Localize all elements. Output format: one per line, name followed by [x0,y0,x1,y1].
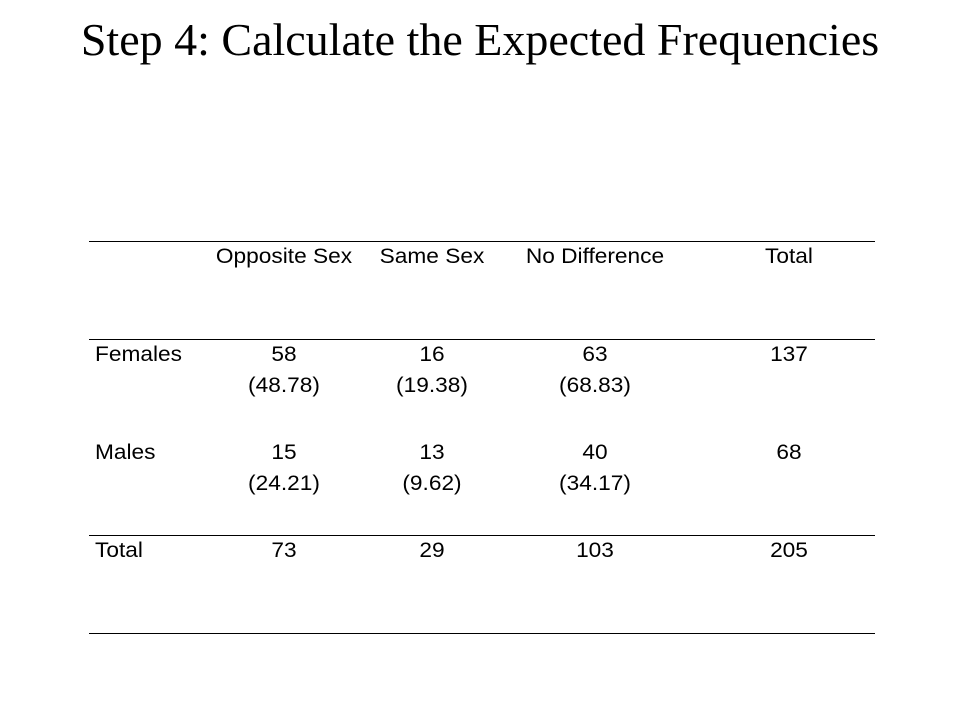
header-same-sex: Same Sex [379,245,485,268]
table-header-rule [89,339,875,340]
row-label-total: Total [95,539,143,562]
header-no-difference: No Difference [525,245,665,268]
table-top-rule [89,241,875,242]
males-no-difference-observed: 40 [582,441,608,464]
males-total: 68 [776,441,802,464]
males-same-sex-expected: (9.62) [402,472,462,495]
slide-title: Step 4: Calculate the Expected Frequenci… [80,14,880,65]
grand-total: 205 [770,539,808,562]
total-same-sex: 29 [419,539,445,562]
females-no-difference-observed: 63 [582,343,608,366]
males-opposite-sex-expected: (24.21) [248,472,320,495]
header-total: Total [765,245,813,268]
table-total-rule [89,535,875,536]
females-opposite-sex-expected: (48.78) [248,374,320,397]
males-no-difference-expected: (34.17) [559,472,631,495]
males-opposite-sex-observed: 15 [271,441,297,464]
females-same-sex-observed: 16 [419,343,445,366]
row-label-males: Males [95,441,156,464]
row-label-females: Females [95,343,182,366]
header-opposite-sex: Opposite Sex [215,245,353,268]
females-same-sex-expected: (19.38) [396,374,468,397]
total-no-difference: 103 [576,539,614,562]
table-bottom-rule [89,633,875,634]
females-opposite-sex-observed: 58 [271,343,297,366]
males-same-sex-observed: 13 [419,441,445,464]
total-opposite-sex: 73 [271,539,297,562]
females-total: 137 [770,343,808,366]
females-no-difference-expected: (68.83) [559,374,631,397]
